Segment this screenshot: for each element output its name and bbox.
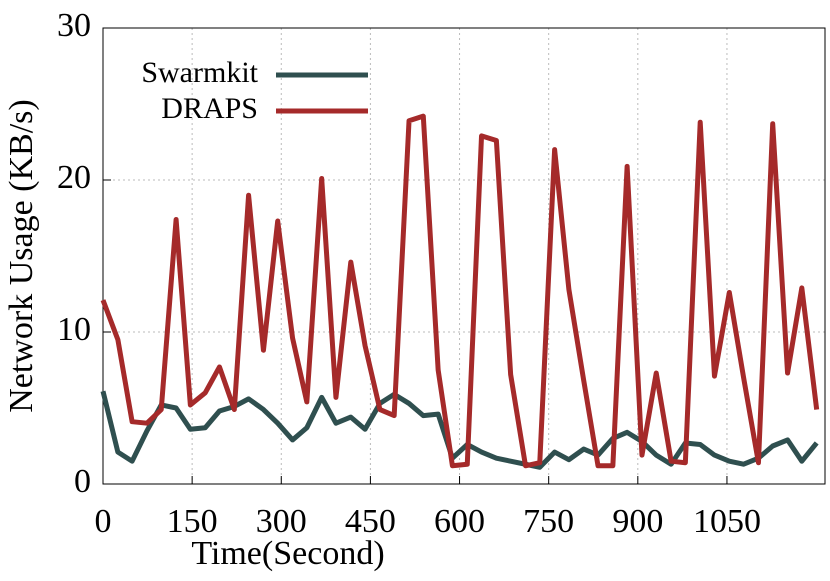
x-axis-label: Time(Second) <box>191 535 384 572</box>
y-tick-label: 10 <box>57 311 91 348</box>
x-tick-label: 1050 <box>693 503 761 540</box>
x-tick-label: 900 <box>612 503 663 540</box>
y-tick-label: 0 <box>74 463 91 500</box>
x-tick-label: 600 <box>434 503 485 540</box>
series-line <box>100 390 819 470</box>
x-tick-label: 450 <box>345 503 396 540</box>
y-axis-label: Network Usage (KB/s) <box>3 99 40 413</box>
x-tick-label: 150 <box>167 503 218 540</box>
x-tick-label: 0 <box>95 503 112 540</box>
y-tick-label: 20 <box>57 159 91 196</box>
series-line <box>100 113 820 469</box>
legend-label: Swarmkit <box>141 56 258 89</box>
plot-frame <box>102 27 826 485</box>
y-tick-label: 30 <box>57 7 91 44</box>
x-tick-label: 300 <box>256 503 307 540</box>
x-tick-label: 750 <box>523 503 574 540</box>
legend-label: DRAPS <box>161 92 258 125</box>
